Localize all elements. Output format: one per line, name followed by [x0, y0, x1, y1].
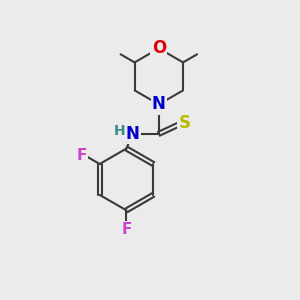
Text: F: F — [77, 148, 87, 163]
Text: F: F — [121, 222, 132, 237]
Text: N: N — [152, 95, 166, 113]
Text: O: O — [152, 39, 166, 57]
Text: H: H — [113, 124, 125, 138]
Text: N: N — [125, 125, 139, 143]
Text: S: S — [178, 114, 190, 132]
